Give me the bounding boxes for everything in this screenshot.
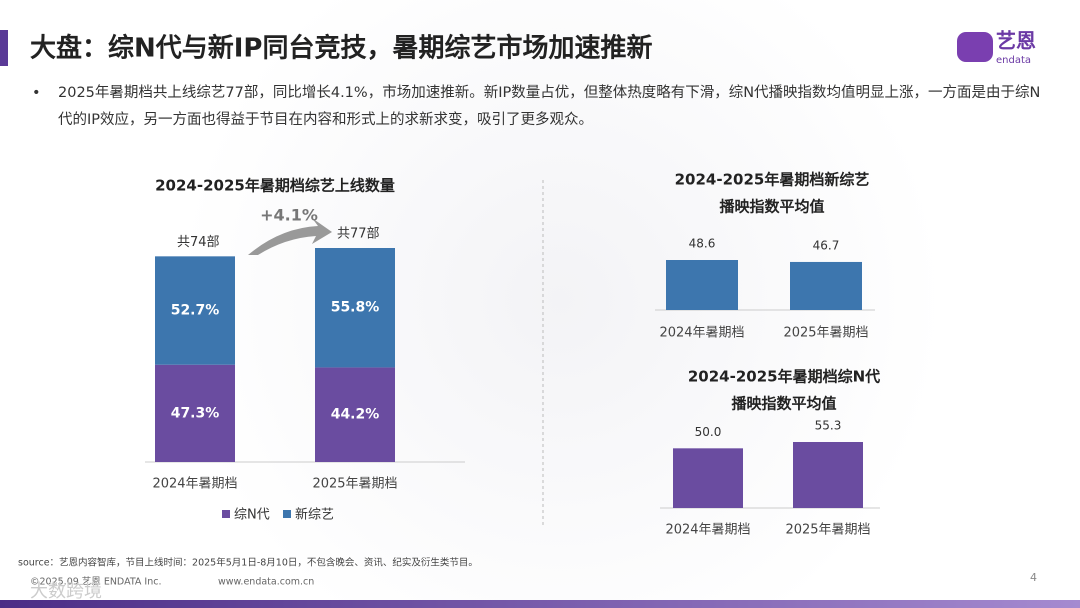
x-tick-label: 2024年暑期档 <box>152 477 237 492</box>
value-label: 55.3 <box>815 419 842 433</box>
copyright: ©2025.09 艺恩 ENDATA Inc. <box>30 577 162 588</box>
watermark: 大数跨境 <box>30 581 102 602</box>
x-tick-label: 2025年暑期档 <box>785 523 870 538</box>
chart-title: 播映指数平均值 <box>731 395 836 413</box>
bar-segment <box>315 367 395 462</box>
legend-swatch <box>222 510 230 518</box>
value-label: 46.7 <box>813 238 840 252</box>
value-label: 47.3% <box>171 405 220 421</box>
value-label: 55.8% <box>331 300 380 316</box>
logo-icon <box>957 32 993 62</box>
website: www.endata.com.cn <box>218 577 314 588</box>
bullet-dot: • <box>32 85 41 101</box>
value-label: 44.2% <box>331 407 380 423</box>
page-number: 4 <box>1030 571 1037 584</box>
chart-title: 2024-2025年暑期档综N代 <box>688 368 880 386</box>
x-tick-label: 2024年暑期档 <box>665 523 750 538</box>
chart-title: 2024-2025年暑期档综艺上线数量 <box>155 177 395 195</box>
bar-segment <box>155 364 235 462</box>
growth-arrow <box>248 218 332 255</box>
value-label: 50.0 <box>695 425 722 439</box>
slide-title: 大盘：综N代与新IP同台竞技，暑期综艺市场加速推新 <box>30 33 653 64</box>
bullet-text: 2025年暑期档共上线综艺77部，同比增长4.1%，市场加速推新。新IP数量占优… <box>58 85 1041 128</box>
x-tick-label: 2025年暑期档 <box>783 326 868 341</box>
legend-swatch <box>283 510 291 518</box>
bar-segment <box>155 256 235 365</box>
bar <box>666 260 738 310</box>
chart-title: 播映指数平均值 <box>719 198 824 216</box>
bar <box>790 261 862 310</box>
source: source：艺恩内容智库，节目上线时间：2025年5月1日-8月10日，不包含… <box>18 557 478 569</box>
total-label: 共77部 <box>337 227 380 242</box>
chart-title: 2024-2025年暑期档新综艺 <box>675 171 870 189</box>
value-label: 52.7% <box>171 303 220 319</box>
logo-en: endata <box>996 55 1031 66</box>
bar <box>673 448 743 508</box>
x-tick-label: 2025年暑期档 <box>312 477 397 492</box>
value-label: 48.6 <box>689 237 716 251</box>
bar-segment <box>315 248 395 368</box>
title-accent <box>0 30 8 66</box>
total-label: 共74部 <box>177 235 220 250</box>
bar <box>793 442 863 508</box>
logo-cn: 艺恩 <box>996 29 1036 53</box>
legend-label: 新综艺 <box>295 507 334 523</box>
x-tick-label: 2024年暑期档 <box>659 326 744 341</box>
annotation: +4.1% <box>260 206 318 225</box>
legend-label: 综N代 <box>234 508 270 523</box>
bottom-strip <box>0 600 1080 608</box>
